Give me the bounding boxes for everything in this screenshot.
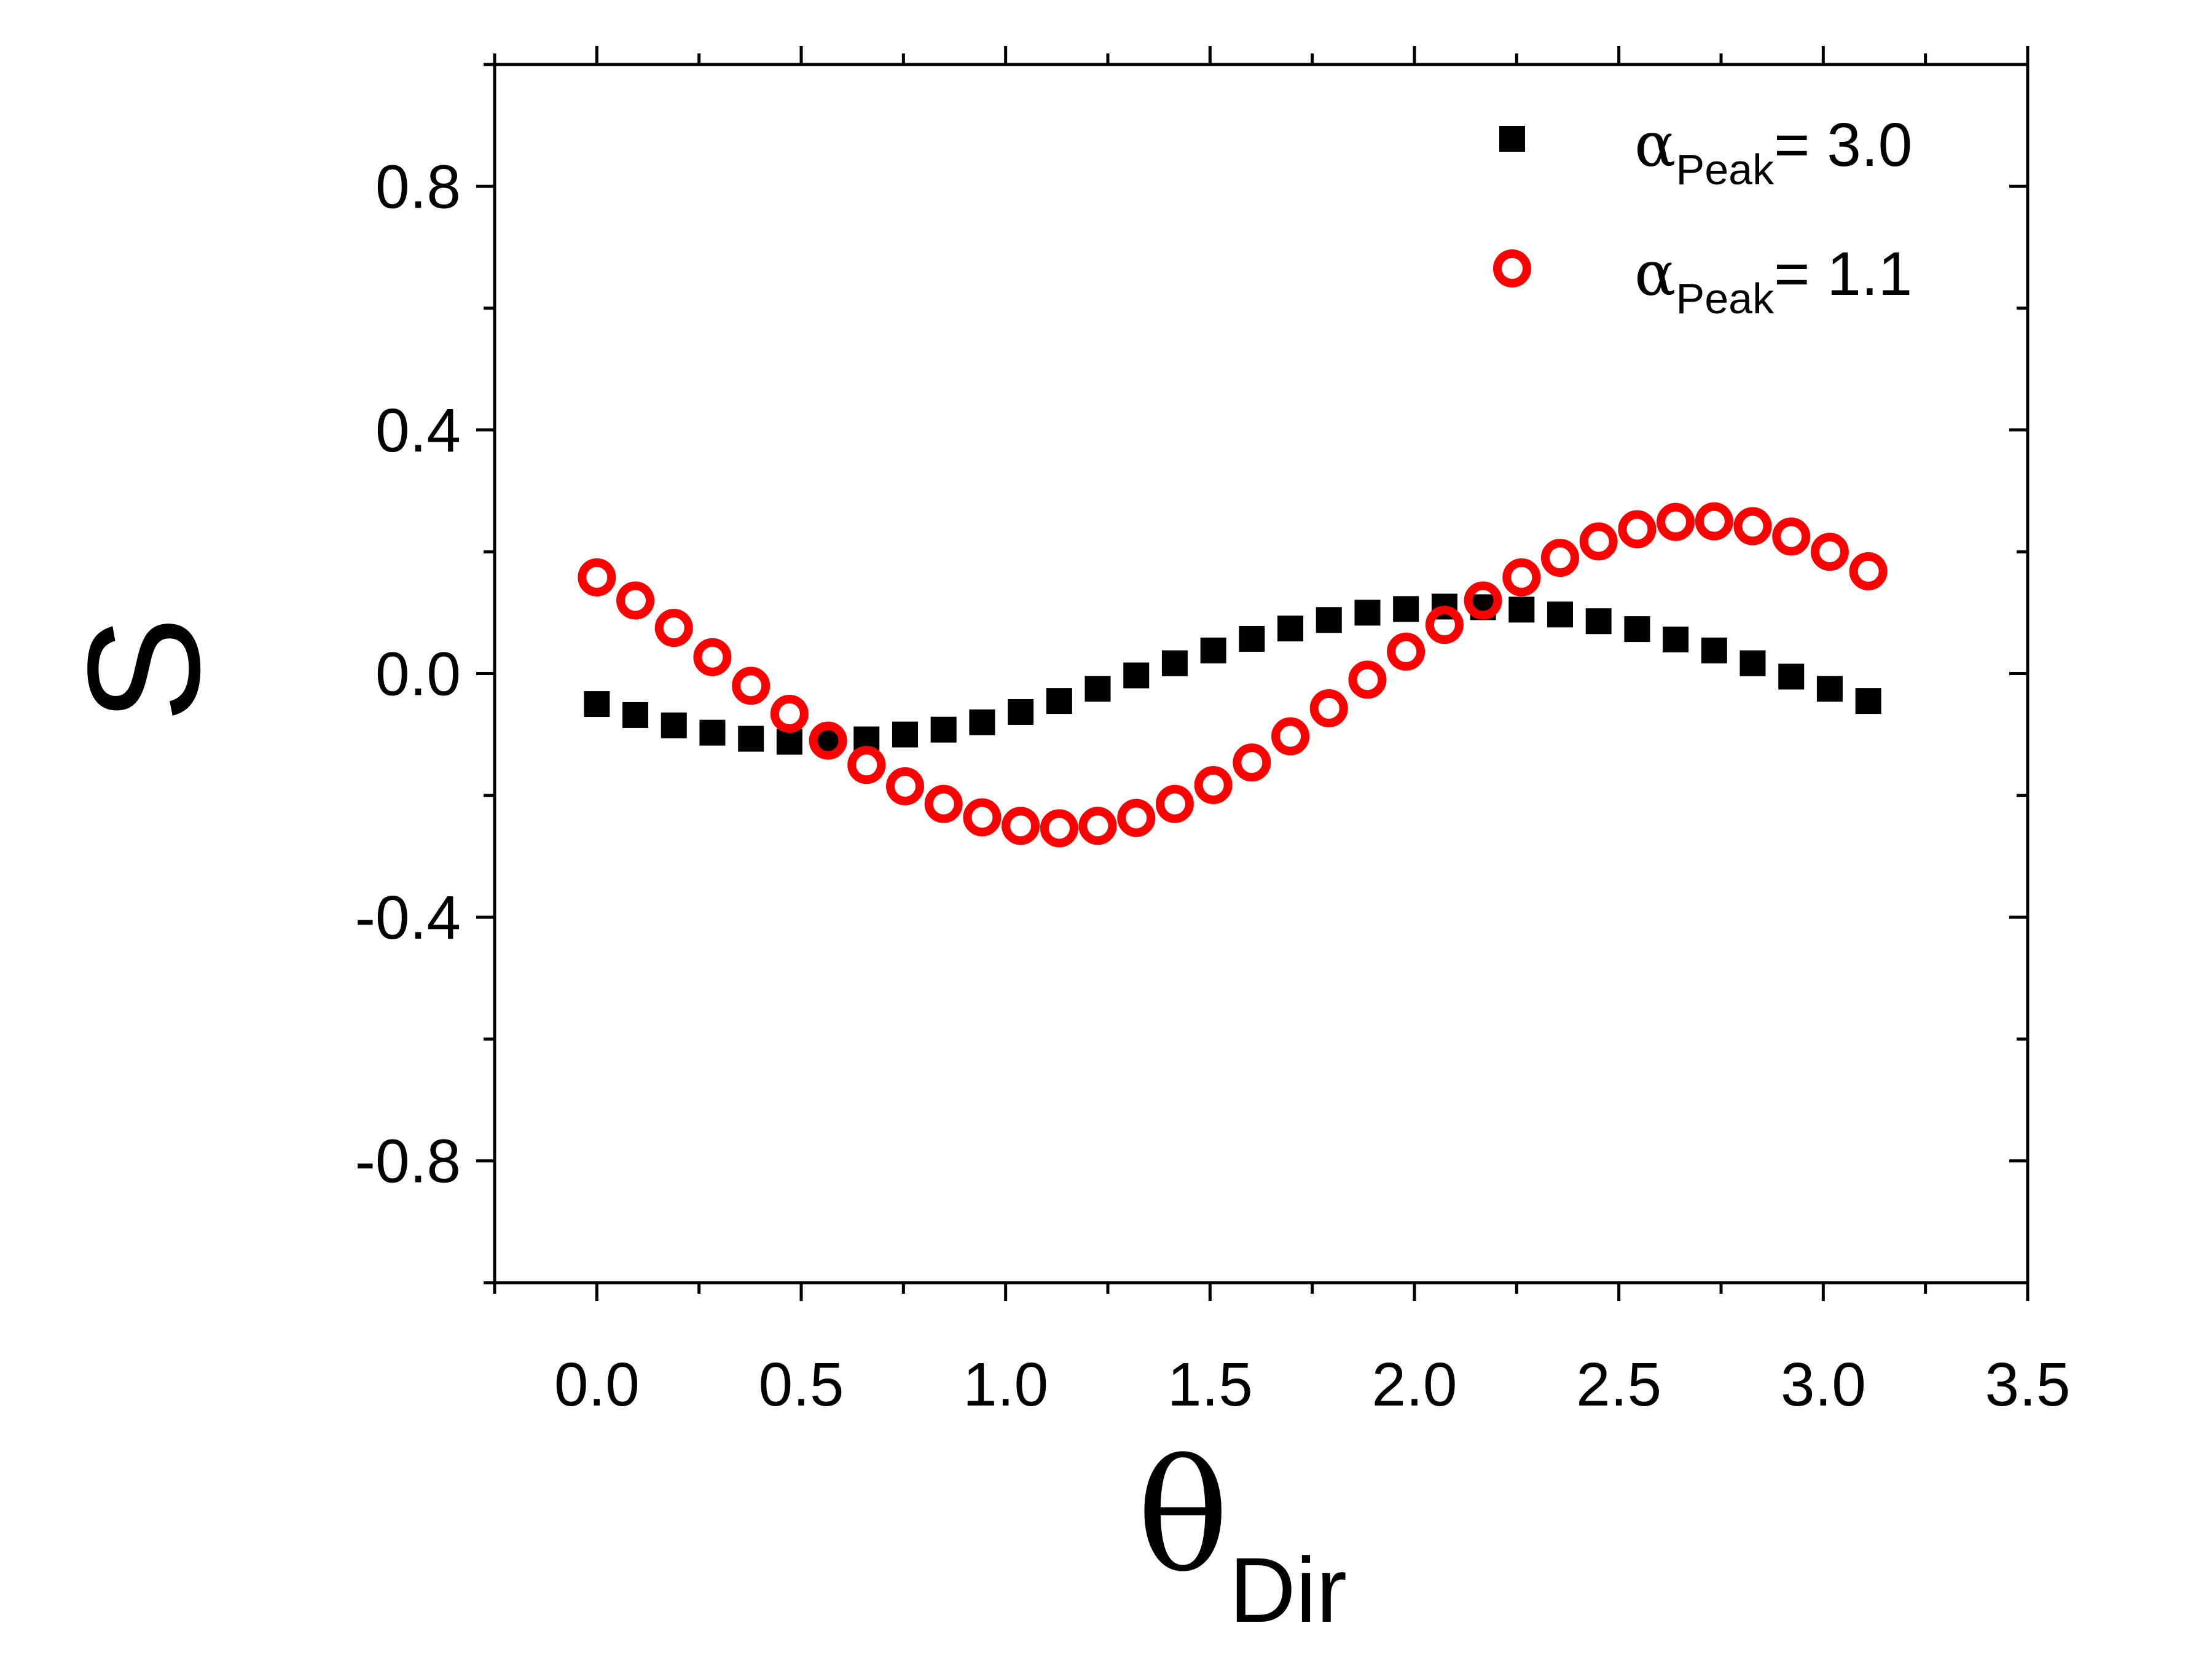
x-tick-label: 1.5: [1167, 1350, 1253, 1419]
data-point-circle: [770, 694, 809, 733]
data-point-square: [584, 691, 610, 718]
data-point-circle: [654, 609, 693, 647]
data-point-circle: [963, 798, 1002, 837]
x-axis-label: θDir: [1137, 1427, 1347, 1641]
legend-entry-1: αPeak= 3.0: [1634, 109, 1912, 194]
legend-entry-2-suffix: = 1.1: [1774, 240, 1912, 308]
data-point-square: [930, 716, 957, 743]
data-point-circle: [1117, 799, 1156, 837]
series-2: [578, 502, 1888, 848]
data-point-circle: [1040, 809, 1078, 848]
data-point-square: [1663, 626, 1689, 652]
data-point-circle: [1002, 807, 1040, 845]
data-point-circle: [1425, 606, 1464, 644]
x-axis-label-subscript: Dir: [1230, 1538, 1347, 1641]
data-point-square: [622, 702, 649, 728]
series-1: [584, 593, 1881, 755]
data-point-circle: [1733, 507, 1772, 546]
data-point-square: [1200, 637, 1226, 663]
data-point-square: [1855, 688, 1881, 714]
data-point-circle: [1849, 552, 1888, 590]
data-point-circle: [1695, 502, 1733, 541]
data-point-square: [1393, 596, 1419, 622]
x-tick-label: 2.5: [1576, 1350, 1661, 1419]
data-point-circle: [1772, 517, 1811, 556]
data-point-square: [1316, 607, 1342, 633]
x-tick-label: 3.0: [1781, 1350, 1866, 1419]
data-point-square: [1046, 688, 1072, 714]
x-tick-label: 2.0: [1371, 1350, 1457, 1419]
data-point-square: [699, 719, 726, 746]
legend-entry-2-subscript: Peak: [1676, 275, 1775, 323]
data-point-circle: [1657, 503, 1695, 541]
data-point-square: [1123, 662, 1150, 689]
x-tick-label: 1.0: [963, 1350, 1048, 1419]
data-point-square: [1354, 600, 1381, 626]
data-point-square: [1701, 637, 1727, 663]
data-point-square: [1547, 601, 1573, 628]
data-point-square: [969, 709, 995, 735]
data-point-square: [776, 729, 802, 755]
data-point-circle: [885, 767, 924, 805]
legend-marker-circle: [1493, 249, 1531, 287]
data-point-circle: [578, 558, 616, 596]
data-point-square: [1624, 616, 1650, 643]
data-point-square: [1508, 596, 1535, 623]
legend-entry-2-symbol: α: [1634, 238, 1676, 310]
data-point-square: [1161, 650, 1188, 676]
data-point-circle: [1271, 717, 1310, 756]
data-point-circle: [1618, 510, 1657, 549]
data-point-circle: [1348, 660, 1387, 699]
data-point-circle: [1464, 581, 1502, 620]
data-point-square: [661, 712, 687, 738]
data-point-square: [1084, 676, 1111, 702]
data-point-square: [892, 721, 918, 748]
data-point-circle: [1233, 743, 1271, 782]
data-point-square: [738, 725, 764, 752]
data-point-circle: [1078, 807, 1117, 845]
y-tick-label: 0.4: [375, 396, 461, 465]
data-point-circle: [1540, 539, 1579, 577]
data-point-square: [1277, 616, 1304, 642]
legend: αPeak= 3.0 αPeak= 1.1: [1493, 109, 1912, 323]
legend-entry-1-subscript: Peak: [1676, 146, 1775, 194]
x-tick-label: 0.0: [554, 1350, 640, 1419]
data-point-circle: [809, 721, 847, 760]
ticks: [476, 46, 2030, 1301]
data-point-circle: [1194, 765, 1233, 804]
data-point-square: [1739, 650, 1766, 676]
data-point-square: [1778, 663, 1805, 690]
tick-labels: 0.0 0.5 1.0 1.5 2.0 2.5 3.0 3.5 -0.8 -0.4 0.0 0.4 0.…: [355, 152, 2071, 1419]
data-point-circle: [1579, 522, 1618, 561]
data-point-circle: [924, 784, 963, 823]
data-point-circle: [1155, 784, 1194, 823]
legend-entry-1-symbol: α: [1634, 109, 1676, 181]
data-point-circle: [1309, 689, 1348, 728]
y-tick-label: -0.4: [355, 883, 461, 952]
y-tick-label: -0.8: [355, 1127, 461, 1196]
legend-entry-1-suffix: = 3.0: [1774, 111, 1912, 179]
x-tick-label: 0.5: [758, 1350, 844, 1419]
y-axis-label: S: [55, 616, 233, 722]
data-point-circle: [693, 638, 732, 676]
y-tick-label: 0.8: [375, 152, 461, 221]
x-axis-label-symbol: θ: [1137, 1427, 1230, 1606]
data-point-circle: [1502, 558, 1541, 596]
data-point-circle: [847, 746, 886, 784]
data-point-square: [1239, 625, 1265, 652]
data-point-circle: [1810, 533, 1849, 571]
y-tick-label: 0.0: [375, 640, 461, 709]
x-tick-label: 3.5: [1985, 1350, 2070, 1419]
data-point-circle: [1387, 632, 1426, 671]
data-point-circle: [732, 667, 771, 705]
data-point-circle: [616, 581, 655, 620]
data-point-square: [1008, 698, 1034, 725]
data-point-square: [1816, 676, 1843, 702]
data-point-square: [1585, 608, 1612, 635]
legend-marker-square: [1499, 126, 1525, 152]
data-series: [578, 502, 1888, 848]
legend-entry-2: αPeak= 1.1: [1634, 238, 1912, 323]
